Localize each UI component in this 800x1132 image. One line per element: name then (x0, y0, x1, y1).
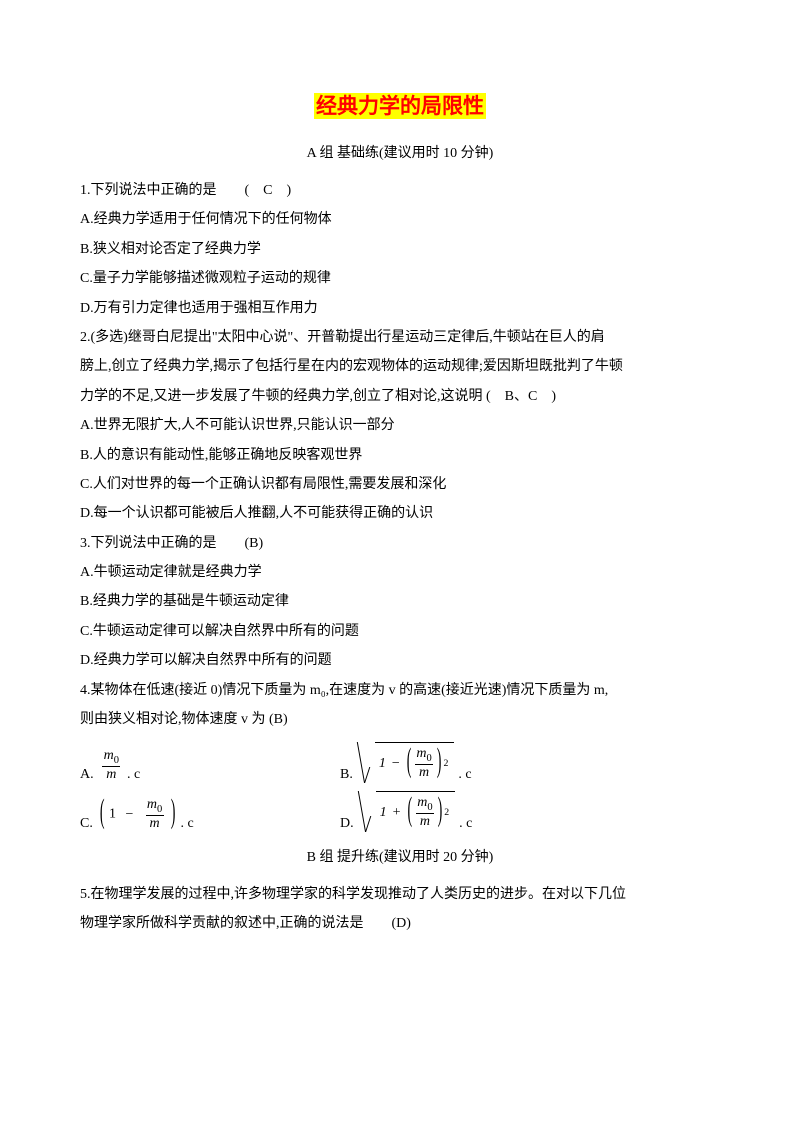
q5-stem-2: 物理学家所做科学贡献的叙述中,正确的说法是 (D) (80, 909, 720, 938)
q2-opt-b: B.人的意识有能动性,能够正确地反映客观世界 (80, 441, 720, 470)
q3-opt-c: C.牛顿运动定律可以解决自然界中所有的问题 (80, 617, 720, 646)
q4-stem-1: 4.某物体在低速(接近 0)情况下质量为 m₀,在速度为 v 的高速(接近光速)… (80, 676, 720, 705)
q5-stem-1: 5.在物理学发展的过程中,许多物理学家的科学发现推动了人类历史的进步。在对以下几… (80, 880, 720, 909)
formula-a-suffix: . c (127, 767, 140, 783)
q1-opt-a: A.经典力学适用于任何情况下的任何物体 (80, 205, 720, 234)
q1-stem: 1.下列说法中正确的是 ( C ) (80, 176, 720, 205)
formula-d-sqrt: 1 + ( m0 m ) 2 (360, 791, 456, 832)
q2-stem-1: 2.(多选)继哥白尼提出"太阳中心说"、开普勒提出行星运动三定律后,牛顿站在巨人… (80, 323, 720, 352)
formula-c-body: ( 1 − m0 m ) (99, 797, 177, 832)
document-page: 经典力学的局限性 A 组 基础练(建议用时 10 分钟) 1.下列说法中正确的是… (0, 0, 800, 989)
q4-label-c: C. (80, 816, 93, 832)
q4-label-a: A. (80, 767, 94, 783)
q3-opt-a: A.牛顿运动定律就是经典力学 (80, 558, 720, 587)
q4-label-b: B. (340, 767, 353, 783)
section-a-header: A 组 基础练(建议用时 10 分钟) (80, 142, 720, 162)
formula-b-sqrt: 1 − ( m0 m ) 2 (359, 742, 455, 783)
q1-opt-b: B.狭义相对论否定了经典力学 (80, 235, 720, 264)
q4-label-d: D. (340, 816, 354, 832)
q4-opt-a: A. m0 m . c (80, 748, 340, 783)
section-b-header: B 组 提升练(建议用时 20 分钟) (80, 846, 720, 866)
formula-b-suffix: . c (458, 767, 471, 783)
formula-d-suffix: . c (459, 816, 472, 832)
q4-opt-c: C. ( 1 − m0 m ) . c (80, 797, 340, 832)
q3-opt-d: D.经典力学可以解决自然界中所有的问题 (80, 646, 720, 675)
q4-opt-d: D. 1 + ( m0 m ) 2 . c (340, 791, 640, 832)
q4-formula-row-1: A. m0 m . c B. 1 − ( m0 m ) (80, 742, 720, 783)
q1-opt-d: D.万有引力定律也适用于强相互作用力 (80, 294, 720, 323)
formula-c-suffix: . c (180, 816, 193, 832)
q3-opt-b: B.经典力学的基础是牛顿运动定律 (80, 587, 720, 616)
q4-opt-b: B. 1 − ( m0 m ) 2 . c (340, 742, 640, 783)
q4-stem-2: 则由狭义相对论,物体速度 v 为 (B) (80, 705, 720, 734)
q2-stem-2: 膀上,创立了经典力学,揭示了包括行星在内的宏观物体的运动规律;爱因斯坦既批判了牛… (80, 352, 720, 381)
formula-a-frac: m0 m (100, 748, 123, 783)
doc-title: 经典力学的局限性 (314, 93, 486, 119)
q2-opt-d: D.每一个认识都可能被后人推翻,人不可能获得正确的认识 (80, 499, 720, 528)
q2-opt-a: A.世界无限扩大,人不可能认识世界,只能认识一部分 (80, 411, 720, 440)
q3-stem: 3.下列说法中正确的是 (B) (80, 529, 720, 558)
q1-opt-c: C.量子力学能够描述微观粒子运动的规律 (80, 264, 720, 293)
doc-title-wrap: 经典力学的局限性 (80, 90, 720, 120)
q2-opt-c: C.人们对世界的每一个正确认识都有局限性,需要发展和深化 (80, 470, 720, 499)
q2-stem-3: 力学的不足,又进一步发展了牛顿的经典力学,创立了相对论,这说明 ( B、C ) (80, 382, 720, 411)
q4-formula-row-2: C. ( 1 − m0 m ) . c D. 1 + ( (80, 791, 720, 832)
